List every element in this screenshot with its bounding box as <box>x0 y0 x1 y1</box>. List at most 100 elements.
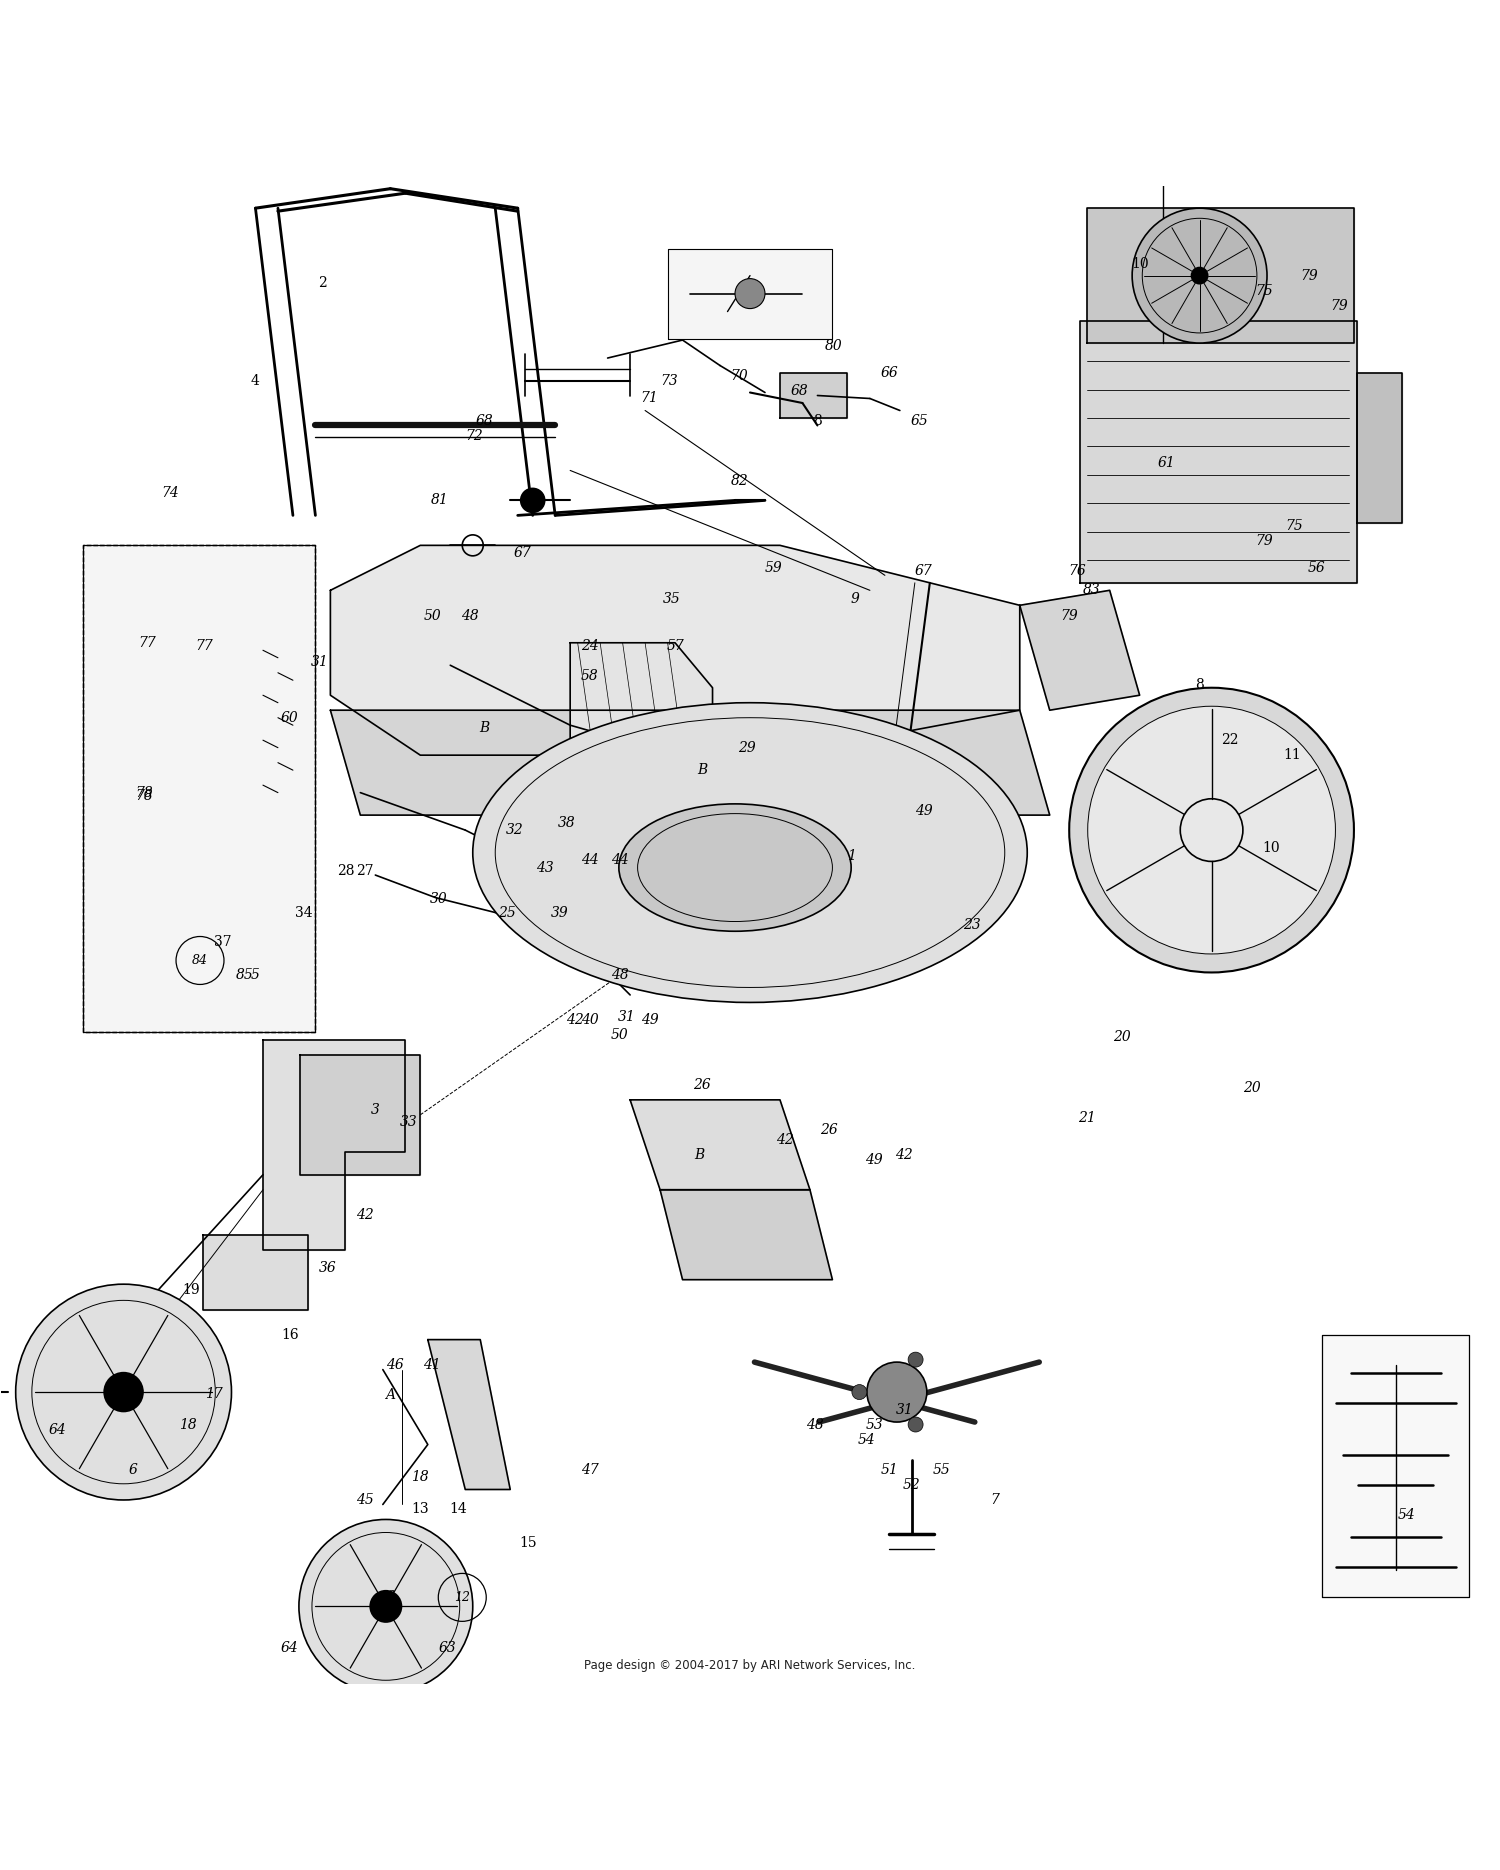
Text: 17: 17 <box>204 1386 222 1401</box>
Polygon shape <box>300 1055 420 1174</box>
Text: 54: 54 <box>858 1432 876 1447</box>
Text: 79: 79 <box>1256 533 1274 548</box>
Circle shape <box>1132 208 1268 342</box>
Text: 19: 19 <box>182 1283 200 1298</box>
Circle shape <box>298 1520 472 1694</box>
Text: 53: 53 <box>865 1417 883 1432</box>
Text: 20: 20 <box>1113 1030 1131 1043</box>
Text: 10: 10 <box>1131 256 1149 271</box>
Text: 48: 48 <box>610 969 628 982</box>
Text: 9: 9 <box>850 593 859 606</box>
Text: 30: 30 <box>429 892 447 907</box>
Polygon shape <box>202 1234 308 1309</box>
Text: 25: 25 <box>498 905 516 920</box>
Polygon shape <box>1088 208 1354 342</box>
Text: 64: 64 <box>280 1642 298 1655</box>
Text: 7: 7 <box>990 1492 999 1507</box>
Text: 45: 45 <box>356 1492 374 1507</box>
Text: 11: 11 <box>1284 748 1302 763</box>
Circle shape <box>852 1384 867 1399</box>
Text: 35: 35 <box>663 593 681 606</box>
Text: 52: 52 <box>903 1477 921 1492</box>
Text: 21: 21 <box>1078 1111 1096 1126</box>
Text: 36: 36 <box>318 1260 336 1275</box>
Text: 6: 6 <box>128 1462 136 1477</box>
Text: 16: 16 <box>280 1328 298 1343</box>
Text: 59: 59 <box>765 561 783 574</box>
Text: 49: 49 <box>915 804 933 817</box>
Text: 24: 24 <box>580 640 598 653</box>
Text: 42: 42 <box>776 1133 794 1148</box>
Text: 26: 26 <box>821 1122 839 1137</box>
Polygon shape <box>668 249 832 338</box>
Text: 31: 31 <box>310 654 328 669</box>
Text: 18: 18 <box>411 1470 429 1485</box>
Text: B: B <box>694 1148 703 1163</box>
Text: 20: 20 <box>1244 1081 1262 1094</box>
Polygon shape <box>427 1339 510 1490</box>
Text: 63: 63 <box>116 1388 134 1402</box>
Text: 42: 42 <box>566 1014 584 1027</box>
Polygon shape <box>780 372 847 419</box>
Circle shape <box>1088 707 1335 954</box>
Circle shape <box>735 279 765 309</box>
Text: 37: 37 <box>213 935 231 950</box>
Text: 5: 5 <box>251 969 260 982</box>
Polygon shape <box>1358 372 1402 524</box>
Text: 77: 77 <box>138 636 156 649</box>
Text: B: B <box>698 763 706 778</box>
Text: 63: 63 <box>438 1642 456 1655</box>
Text: 70: 70 <box>730 368 748 383</box>
Text: 10: 10 <box>1263 842 1281 855</box>
Text: Page design © 2004-2017 by ARI Network Services, Inc.: Page design © 2004-2017 by ARI Network S… <box>585 1659 915 1672</box>
Text: 75: 75 <box>1286 518 1304 533</box>
Circle shape <box>908 1417 922 1432</box>
Text: 44: 44 <box>610 853 628 868</box>
Text: 2: 2 <box>318 277 327 290</box>
Text: A: A <box>386 1388 396 1402</box>
Polygon shape <box>1080 320 1358 583</box>
Text: 48: 48 <box>806 1417 824 1432</box>
Text: 57: 57 <box>666 640 684 653</box>
Polygon shape <box>262 1040 405 1249</box>
Text: 38: 38 <box>558 815 576 830</box>
Circle shape <box>15 1285 231 1500</box>
Polygon shape <box>330 711 1050 815</box>
Text: 48: 48 <box>460 610 478 623</box>
Polygon shape <box>1020 591 1140 711</box>
Ellipse shape <box>620 804 850 931</box>
Text: 44: 44 <box>580 853 598 868</box>
Text: 56: 56 <box>1308 561 1326 574</box>
Text: 67: 67 <box>915 565 933 578</box>
Text: 27: 27 <box>356 864 374 877</box>
Text: 72: 72 <box>465 428 483 443</box>
Text: 14: 14 <box>448 1502 466 1517</box>
Text: 15: 15 <box>519 1537 537 1550</box>
Text: 75: 75 <box>1256 284 1274 297</box>
Text: 81: 81 <box>430 494 448 507</box>
Text: 12: 12 <box>454 1591 471 1604</box>
Text: 8: 8 <box>813 413 822 428</box>
Text: 68: 68 <box>790 383 808 398</box>
Circle shape <box>867 1361 927 1421</box>
Circle shape <box>1070 688 1354 972</box>
Text: 79: 79 <box>1330 299 1348 312</box>
Text: 54: 54 <box>1398 1507 1416 1522</box>
Text: 65: 65 <box>910 413 928 428</box>
Circle shape <box>1191 267 1208 284</box>
Polygon shape <box>660 1189 832 1279</box>
Text: 85: 85 <box>236 969 254 982</box>
Text: 79: 79 <box>1060 610 1078 623</box>
Text: 55: 55 <box>933 1462 951 1477</box>
Text: 67: 67 <box>513 546 531 559</box>
Text: 82: 82 <box>730 473 748 488</box>
Text: 78: 78 <box>135 785 153 800</box>
Text: 23: 23 <box>963 918 981 931</box>
Text: 76: 76 <box>1068 565 1086 578</box>
Text: 49: 49 <box>640 1014 658 1027</box>
Polygon shape <box>330 546 1020 755</box>
Circle shape <box>104 1373 142 1412</box>
Text: 49: 49 <box>865 1152 883 1167</box>
Text: 39: 39 <box>550 905 568 920</box>
Text: 1: 1 <box>847 849 856 862</box>
